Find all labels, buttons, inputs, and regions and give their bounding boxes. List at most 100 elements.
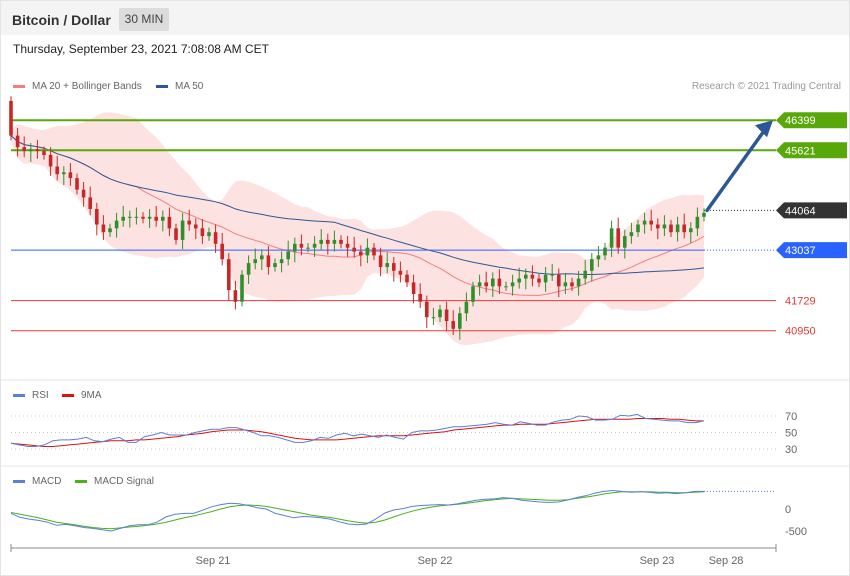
candle-body (55, 166, 59, 175)
candle-body (266, 255, 271, 267)
candle-body (537, 278, 541, 283)
projection-arrow-shaft (705, 126, 768, 213)
candle-body (352, 247, 356, 252)
price-level-tag (776, 112, 847, 129)
candle-body (253, 259, 257, 264)
time-tick-label: Sep 23 (640, 555, 675, 567)
candle-body (675, 224, 680, 233)
price-level-tag (776, 142, 847, 159)
candle-body (372, 247, 376, 256)
candle-body (339, 239, 343, 244)
candle-body (411, 282, 416, 294)
candle-body (662, 224, 667, 229)
macd-signal-line (10, 491, 705, 530)
candle-body (114, 220, 119, 229)
candle-body (596, 255, 601, 260)
price-level-label: 44064 (785, 205, 816, 217)
candle-body (629, 232, 634, 237)
candle-body (458, 313, 462, 329)
candle-body (530, 274, 535, 279)
rsi-9ma-line (10, 418, 704, 447)
time-tick-label: Sep 21 (196, 555, 231, 567)
projection-arrow-head (755, 120, 773, 138)
candle-body (510, 282, 515, 287)
candle-body (471, 286, 475, 302)
candle-body (121, 216, 125, 221)
candle-body (497, 278, 502, 287)
price-level-label: 46399 (785, 115, 816, 127)
candle-body (332, 239, 337, 244)
candle-body (431, 317, 436, 319)
candle-body (682, 224, 686, 233)
candle-body (48, 154, 53, 167)
price-level-label: 40950 (785, 326, 816, 338)
candle-body (563, 282, 568, 287)
candle-body (108, 228, 112, 233)
bollinger-band-area (11, 112, 704, 346)
candle-body (81, 189, 86, 198)
candle-body (385, 263, 389, 267)
candle-body (220, 243, 224, 260)
candle-body (609, 228, 614, 248)
candle-body (359, 251, 363, 256)
timeframe-badge[interactable]: 30 MIN (119, 8, 169, 31)
candle-body (286, 251, 290, 260)
candle-body (616, 228, 620, 248)
candle-body (451, 321, 455, 329)
candle-body (550, 274, 554, 276)
candle-body (29, 149, 33, 152)
rsi-tick-label: 30 (785, 444, 797, 456)
candle-body (161, 216, 165, 221)
candle-body (101, 224, 106, 233)
rsi-line (10, 413, 705, 447)
candle-body (180, 220, 185, 240)
candle-body (491, 278, 495, 287)
candle-body (187, 220, 191, 225)
candle-body (273, 263, 277, 267)
time-tick-label: Sep 22 (418, 555, 453, 567)
candle-body (689, 228, 693, 233)
macd-tick-label: -500 (785, 526, 807, 538)
legend-label: MACD Signal (94, 476, 155, 487)
candle-body (590, 259, 594, 271)
candle-body (543, 274, 548, 283)
candle-body (570, 282, 574, 287)
candle-body (42, 151, 46, 155)
instrument-title: Bitcoin / Dollar (12, 12, 111, 28)
legend-rsi-9ma: 9MA (62, 390, 102, 401)
legend-macd-signal: MACD Signal (75, 476, 154, 487)
candle-body (576, 278, 581, 287)
candle-body (233, 290, 238, 302)
candle-body (557, 274, 561, 287)
candle-body (227, 259, 231, 291)
candle-body (345, 243, 350, 248)
rsi-tick-label: 70 (785, 411, 797, 423)
candle-body (88, 197, 92, 209)
candle-body (649, 220, 653, 225)
candle-body (464, 301, 469, 314)
legend-label: MA 20 + Bollinger Bands (32, 81, 142, 92)
candle-body (319, 239, 323, 244)
macd-tick-label: 0 (785, 504, 791, 516)
candle-body (477, 282, 482, 287)
macd-line (10, 489, 704, 532)
candle-body (378, 255, 383, 267)
candle-body (167, 216, 172, 229)
candle-body (418, 294, 422, 302)
price-level-tag (776, 202, 847, 219)
candle-body (62, 172, 66, 175)
candle-body (656, 224, 660, 229)
candle-body (246, 263, 251, 275)
candle-body (405, 274, 409, 283)
candle-body (194, 224, 198, 229)
candle-body (484, 282, 488, 287)
candle-body (68, 172, 73, 179)
candle-body (669, 224, 673, 233)
candle-body (583, 270, 587, 279)
candle-body (128, 216, 132, 218)
candle-body (603, 247, 607, 256)
candle-body (306, 247, 310, 249)
price-level-label: 45621 (785, 145, 816, 157)
candle-body (260, 255, 264, 260)
